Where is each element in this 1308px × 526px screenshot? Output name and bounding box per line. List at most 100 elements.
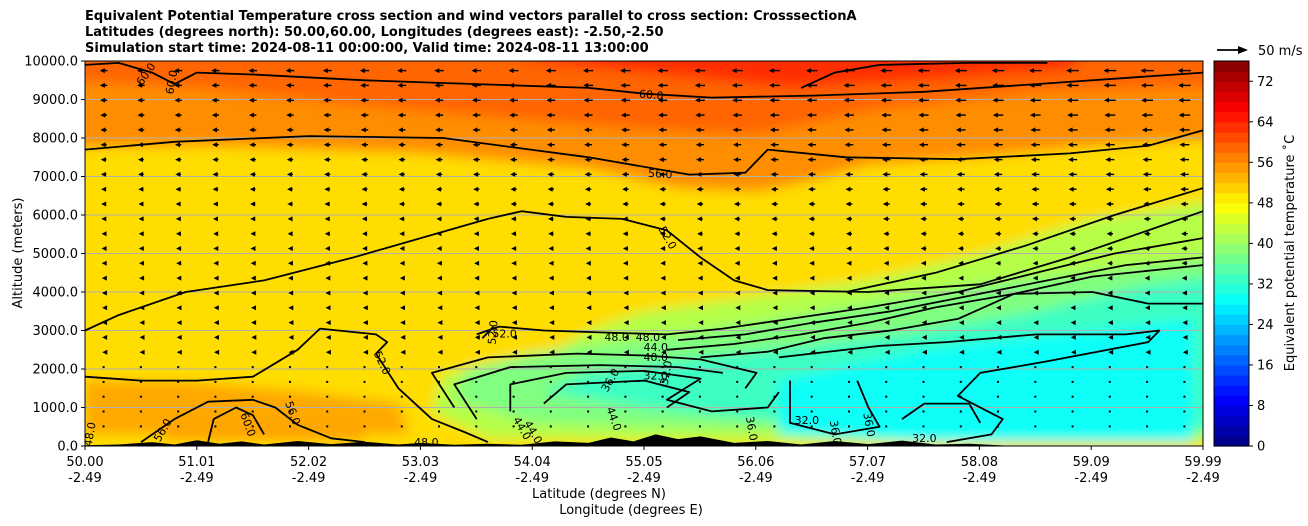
- wind-vector-head: [660, 320, 666, 326]
- wind-vector-head: [919, 157, 925, 163]
- wind-vector-head: [100, 171, 106, 177]
- wind-vector-head: [1180, 216, 1186, 222]
- wind-vector-head: [286, 157, 292, 163]
- wind-vector-dot: [1071, 366, 1074, 369]
- wind-vector-head: [920, 231, 926, 237]
- contour-56-low: [140, 398, 365, 443]
- wind-vector-head: [286, 112, 292, 118]
- wind-vector-dot: [810, 410, 813, 413]
- wind-vector-head: [698, 334, 704, 340]
- wind-vector-head: [622, 216, 628, 222]
- wind-vector-dot: [959, 425, 962, 428]
- wind-vector-head: [287, 246, 293, 251]
- wind-vector-head: [248, 68, 254, 74]
- wind-vector-dot: [997, 395, 999, 398]
- contour-label: 36.0: [743, 415, 760, 441]
- wind-vector-dot: [512, 380, 515, 383]
- wind-vector-head: [473, 171, 478, 177]
- wind-vector-head: [1104, 127, 1110, 133]
- wind-vector-dot: [922, 425, 925, 428]
- wind-vector-head: [323, 142, 329, 148]
- wind-vector-head: [1107, 275, 1113, 281]
- wind-vector-head: [437, 349, 443, 355]
- wind-vector-head: [881, 142, 887, 148]
- wind-vector-head: [359, 68, 365, 74]
- wind-vector-head: [249, 127, 255, 133]
- wind-key-label: 50 m/s: [1258, 44, 1303, 59]
- wind-vector-head: [100, 157, 106, 163]
- wind-vector-head: [884, 349, 890, 355]
- wind-vector-head: [809, 290, 815, 296]
- wind-vector-head: [1105, 171, 1111, 177]
- wind-vector-head: [621, 142, 627, 148]
- colorbar-tick-label: 0: [1257, 440, 1265, 455]
- wind-vector-head: [251, 349, 257, 355]
- colorbar-segment: [1214, 101, 1249, 113]
- wind-vector-head: [770, 171, 776, 177]
- terrain-shape: [85, 434, 1203, 446]
- colorbar-segment: [1214, 334, 1249, 346]
- wind-vector-dot: [698, 425, 701, 428]
- wind-vector-head: [1182, 305, 1188, 311]
- wind-vector-head: [512, 334, 517, 340]
- x-tick-label-lat: 54.04: [514, 455, 551, 470]
- wind-vector-head: [1178, 97, 1184, 103]
- wind-vector-head: [138, 216, 144, 222]
- wind-key-arrow-head: [1238, 46, 1248, 54]
- wind-vector-head: [474, 305, 480, 311]
- wind-vector-head: [397, 97, 403, 103]
- wind-vector-head: [471, 68, 477, 74]
- wind-vector-head: [474, 275, 480, 281]
- wind-vector-head: [883, 231, 889, 237]
- wind-vector-head: [250, 260, 256, 266]
- wind-vector-head: [770, 142, 776, 148]
- colorbar-label: Equivalent potential temperature ˚C: [1282, 135, 1298, 371]
- wind-vector-head: [1141, 112, 1147, 118]
- wind-vector-head: [400, 349, 406, 355]
- wind-vector-head: [735, 349, 741, 355]
- colorbar-tick-label: 16: [1257, 358, 1274, 373]
- y-tick-label: 5000.0: [33, 247, 79, 262]
- wind-vector-head: [769, 127, 775, 133]
- wind-vector-head: [100, 142, 106, 148]
- wind-vector-head: [1142, 171, 1148, 177]
- wind-vector-dot: [400, 366, 403, 369]
- wind-vector-head: [474, 349, 480, 355]
- grid-lines: [85, 99, 1203, 408]
- wind-vector-head: [1145, 334, 1151, 340]
- wind-vector-head: [287, 231, 293, 237]
- wind-vector-dot: [587, 425, 590, 428]
- wind-vector-head: [546, 127, 552, 133]
- wind-vector-head: [620, 97, 626, 103]
- wind-vector-head: [510, 186, 516, 192]
- wind-vector-head: [548, 216, 553, 222]
- wind-vector-head: [510, 216, 516, 222]
- wind-vector-head: [249, 142, 255, 148]
- wind-vector-head: [586, 320, 592, 326]
- wind-vector-head: [1070, 275, 1076, 281]
- wind-vector-head: [286, 127, 292, 133]
- wind-vector-head: [250, 216, 256, 222]
- wind-vector-head: [251, 334, 257, 340]
- wind-vector-dot: [139, 410, 142, 413]
- contour-label: 48.0: [636, 331, 661, 344]
- wind-vector-head: [844, 157, 850, 163]
- wind-vector-dot: [773, 425, 776, 428]
- wind-vector-dot: [139, 395, 142, 398]
- y-tick-label: 9000.0: [33, 93, 79, 108]
- wind-vector-head: [1144, 275, 1150, 281]
- wind-vector-head: [659, 216, 665, 222]
- wind-vector-head: [882, 171, 888, 177]
- wind-vector-head: [362, 320, 368, 326]
- colorbar-segment: [1214, 283, 1249, 295]
- wind-vector-head: [99, 68, 105, 74]
- wind-vector-dot: [997, 425, 999, 428]
- wind-vector-head: [920, 246, 926, 251]
- wind-vector-head: [657, 97, 663, 103]
- wind-vector-head: [547, 186, 553, 192]
- wind-vector-dot: [214, 366, 217, 369]
- wind-vector-dot: [326, 366, 329, 369]
- wind-vector-head: [771, 201, 777, 207]
- wind-vector-dot: [922, 410, 925, 413]
- wind-vector-head: [510, 157, 515, 163]
